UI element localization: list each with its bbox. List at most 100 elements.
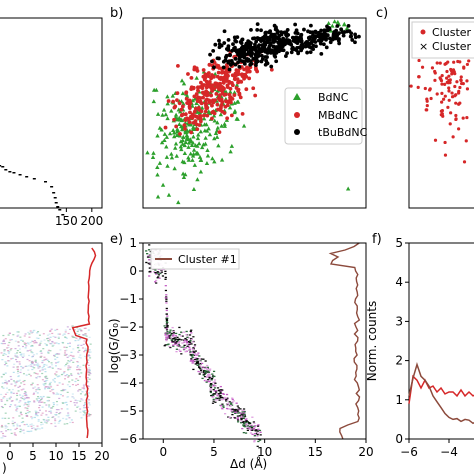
panel-b-point-tbubdnc — [284, 54, 288, 58]
panel-b-point-mbdnc — [178, 132, 182, 136]
panel-d-heat-cell — [16, 335, 19, 337]
panel-b-point-mbdnc — [204, 98, 209, 102]
panel-d-heat-cell — [79, 408, 82, 410]
panel-e-x-tick-label: 20 — [358, 445, 373, 459]
panel-e-heat-cell — [243, 415, 247, 418]
panel-e-heat-cell — [214, 389, 217, 392]
panel-d-heat-cell — [23, 404, 26, 406]
panel-d-heat-cell — [17, 334, 20, 336]
panel-b-point-tbubdnc — [215, 56, 220, 61]
panel-e-heat-cell — [241, 421, 245, 423]
panel-d-heat-cell — [61, 395, 64, 397]
panel-c-point — [435, 61, 439, 65]
panel-e-y-tick-label: −2 — [119, 320, 137, 334]
panel-d-heat-cell — [38, 365, 41, 368]
panel-e-heat-cell — [179, 350, 182, 352]
panel-d-heat-cell — [1, 382, 4, 384]
panel-d-heat-cell — [88, 367, 91, 369]
panel-b-point-bdnc — [241, 123, 247, 128]
panel-d-heat-cell — [9, 339, 12, 341]
panel-d-heat-cell — [51, 367, 54, 369]
panel-d-heat-cell — [16, 352, 19, 354]
panel-d-heat-cell — [9, 375, 12, 378]
panel-e-heat-cell — [172, 331, 175, 333]
panel-d-heat-cell — [74, 404, 77, 406]
panel-e-heat-cell — [191, 360, 194, 363]
panel-e-heat-cell — [202, 358, 205, 360]
panel-d-heat-cell — [19, 400, 22, 402]
panel-d-heat-cell — [55, 342, 58, 344]
panel-c-point — [449, 111, 453, 115]
panel-c-point — [435, 92, 439, 96]
panel-d-heat-cell — [52, 378, 55, 381]
panel-e-heat-cell — [180, 331, 183, 333]
panel-e-heat-cell — [157, 276, 160, 278]
panel-e-heat-cell — [246, 425, 249, 427]
panel-b-point-mbdnc — [172, 117, 176, 122]
panel-d-heat-cell — [70, 373, 73, 375]
panel-e-heat-cell — [259, 431, 262, 433]
panel-d-heat-cell — [0, 437, 3, 439]
panel-c-points — [409, 58, 471, 164]
panel-d-heat-cell — [23, 355, 26, 357]
panel-d-heat-cell — [48, 387, 51, 389]
panel-e-heat-cell — [209, 390, 212, 392]
panel-b-point-bdnc — [164, 154, 170, 159]
panel-e-heat-cell — [166, 326, 169, 328]
panel-d-heat-cell — [82, 414, 85, 416]
panel-d-heat-cell — [67, 332, 70, 335]
panel-d-heat-cell — [66, 362, 69, 364]
panel-d-heat-cell — [86, 406, 89, 408]
panel-d-heat-cell — [20, 421, 23, 424]
panel-e-heat-cell — [185, 350, 188, 352]
panel-d-heat-cell — [9, 429, 12, 431]
panel-d-heat-cell — [5, 362, 8, 364]
panel-d-heat-cell — [60, 373, 63, 376]
panel-b-point-bdnc — [235, 116, 240, 121]
panel-e-heat-cell — [155, 279, 158, 282]
panel-d-heat-cell — [8, 397, 11, 399]
panel-e-heat-cell — [251, 429, 254, 431]
panel-d-x-tick-label: 5 — [29, 449, 37, 463]
panel-d-heat-cell — [17, 386, 20, 388]
panel-d-heat-cell — [17, 375, 20, 378]
panel-d-heat-cell — [23, 399, 26, 401]
panel-b-point-tbubdnc — [222, 29, 227, 34]
panel-e-heat-cell — [246, 429, 249, 431]
panel-d-heat-cell — [31, 368, 34, 371]
panel-e-heat-cell — [225, 397, 228, 399]
panel-c-point — [440, 74, 444, 78]
panel-b-point-mbdnc — [269, 67, 274, 72]
panel-d-heat-cell — [64, 389, 67, 391]
panel-d-heat-cell — [72, 336, 75, 338]
panel-d-heat-cell — [48, 333, 51, 335]
panel-b-point-bdnc — [191, 134, 196, 139]
panel-e-heat-cell — [250, 429, 253, 431]
panel-e-heat-cell — [174, 342, 177, 344]
panel-e-heat-cell — [212, 388, 215, 391]
panel-d-heat-cell — [71, 325, 74, 327]
panel-c-point — [455, 80, 459, 84]
legend-label-mbdnc: MBdNC — [318, 109, 358, 122]
panel-d-heat-cell — [27, 365, 30, 367]
panel-e-heat-cell — [189, 339, 192, 342]
panel-d-heat-cell — [79, 389, 82, 391]
panel-d-heat-cell — [52, 392, 55, 394]
panel-e-y-tick-label: −1 — [119, 292, 137, 306]
panel-d-heat-cell — [58, 382, 61, 384]
panel-b-point-bdnc — [232, 90, 237, 95]
panel-c-point — [465, 87, 470, 91]
panel-e-heat-cell — [148, 259, 151, 261]
panel-e-heat-cell — [173, 338, 177, 341]
panel-b-point-tbubdnc — [345, 29, 350, 34]
panel-e-heat-cell — [256, 433, 259, 436]
panel-d-heat-cell — [50, 412, 53, 414]
panel-d-heat-cell — [28, 430, 31, 433]
panel-d-heat-cell — [59, 419, 62, 422]
panel-e-heat-cell — [211, 402, 215, 404]
panel-d-heat-cell — [2, 354, 5, 356]
panel-e-heat-cell — [218, 395, 221, 397]
panel-e-heat-cell — [146, 253, 149, 255]
panel-d-heat-cell — [12, 371, 15, 373]
panel-e-heat-cell — [205, 376, 208, 378]
